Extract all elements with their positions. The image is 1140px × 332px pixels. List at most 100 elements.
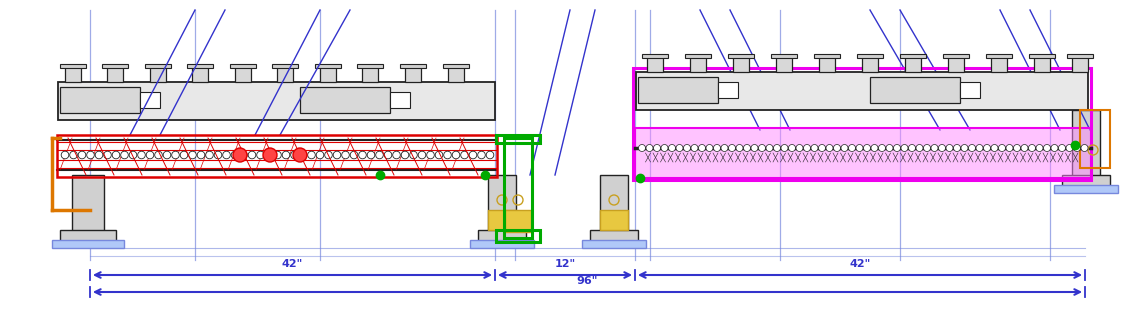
Bar bbox=[819, 56, 834, 72]
Bar bbox=[600, 210, 628, 230]
Bar bbox=[400, 64, 426, 68]
Circle shape bbox=[266, 151, 272, 159]
Circle shape bbox=[819, 144, 825, 151]
Circle shape bbox=[1066, 144, 1073, 151]
Circle shape bbox=[879, 144, 886, 151]
Circle shape bbox=[1028, 144, 1035, 151]
Circle shape bbox=[401, 151, 409, 159]
Text: 12": 12" bbox=[554, 259, 576, 269]
Bar bbox=[733, 56, 749, 72]
Circle shape bbox=[720, 144, 728, 151]
Circle shape bbox=[79, 151, 86, 159]
Circle shape bbox=[894, 144, 901, 151]
Circle shape bbox=[205, 151, 213, 159]
Circle shape bbox=[1043, 144, 1050, 151]
Circle shape bbox=[172, 151, 179, 159]
Bar bbox=[320, 66, 336, 82]
Bar bbox=[496, 135, 540, 143]
Bar bbox=[685, 54, 711, 58]
Bar bbox=[648, 56, 663, 72]
Bar bbox=[60, 64, 86, 68]
Circle shape bbox=[62, 151, 68, 159]
Bar bbox=[591, 230, 638, 242]
Bar bbox=[470, 240, 534, 248]
Circle shape bbox=[325, 151, 332, 159]
Circle shape bbox=[316, 151, 324, 159]
Circle shape bbox=[931, 144, 938, 151]
Circle shape bbox=[728, 144, 735, 151]
Bar bbox=[776, 56, 792, 72]
Bar bbox=[636, 72, 1088, 110]
Circle shape bbox=[222, 151, 230, 159]
Circle shape bbox=[367, 151, 375, 159]
Bar bbox=[363, 66, 378, 82]
Bar bbox=[583, 240, 646, 248]
Bar bbox=[504, 138, 532, 238]
Bar bbox=[52, 240, 124, 248]
Circle shape bbox=[826, 144, 833, 151]
Circle shape bbox=[263, 148, 277, 162]
Bar bbox=[150, 66, 166, 82]
Bar bbox=[943, 54, 969, 58]
Circle shape bbox=[180, 151, 188, 159]
Bar bbox=[448, 66, 464, 82]
Circle shape bbox=[856, 144, 863, 151]
Circle shape bbox=[976, 144, 983, 151]
Bar bbox=[948, 56, 964, 72]
Bar bbox=[235, 66, 251, 82]
Circle shape bbox=[811, 144, 819, 151]
Bar bbox=[405, 66, 421, 82]
Circle shape bbox=[833, 144, 840, 151]
Circle shape bbox=[1081, 144, 1088, 151]
Circle shape bbox=[384, 151, 392, 159]
Circle shape bbox=[953, 144, 961, 151]
Circle shape bbox=[1013, 144, 1020, 151]
Circle shape bbox=[1074, 144, 1081, 151]
Bar bbox=[1067, 54, 1093, 58]
Circle shape bbox=[104, 151, 112, 159]
Bar bbox=[230, 64, 256, 68]
Circle shape bbox=[274, 151, 282, 159]
Circle shape bbox=[774, 144, 781, 151]
Circle shape bbox=[901, 144, 907, 151]
Circle shape bbox=[984, 144, 991, 151]
Circle shape bbox=[342, 151, 349, 159]
Circle shape bbox=[155, 151, 162, 159]
Bar bbox=[272, 64, 298, 68]
Circle shape bbox=[691, 144, 698, 151]
Bar bbox=[101, 64, 128, 68]
Bar bbox=[496, 230, 540, 242]
Bar bbox=[1062, 175, 1110, 187]
Circle shape bbox=[138, 151, 145, 159]
Bar bbox=[1072, 56, 1088, 72]
Circle shape bbox=[804, 144, 811, 151]
Bar bbox=[60, 87, 140, 113]
Bar bbox=[986, 54, 1012, 58]
Circle shape bbox=[991, 144, 998, 151]
Circle shape bbox=[736, 144, 743, 151]
Bar bbox=[991, 56, 1007, 72]
Circle shape bbox=[796, 144, 803, 151]
Circle shape bbox=[1005, 144, 1013, 151]
Bar bbox=[862, 56, 878, 72]
Bar bbox=[899, 54, 926, 58]
Bar bbox=[1080, 110, 1110, 168]
Bar bbox=[140, 92, 160, 108]
Circle shape bbox=[376, 151, 383, 159]
Circle shape bbox=[969, 144, 976, 151]
Circle shape bbox=[231, 151, 238, 159]
Circle shape bbox=[96, 151, 103, 159]
Circle shape bbox=[426, 151, 434, 159]
Circle shape bbox=[789, 144, 796, 151]
Bar bbox=[635, 128, 1091, 178]
Bar bbox=[505, 210, 531, 232]
Circle shape bbox=[638, 144, 645, 151]
Circle shape bbox=[256, 151, 264, 159]
Bar bbox=[58, 82, 495, 120]
Circle shape bbox=[443, 151, 451, 159]
Circle shape bbox=[699, 144, 706, 151]
Circle shape bbox=[189, 151, 196, 159]
Bar bbox=[478, 230, 526, 242]
Circle shape bbox=[112, 151, 120, 159]
Circle shape bbox=[283, 151, 290, 159]
